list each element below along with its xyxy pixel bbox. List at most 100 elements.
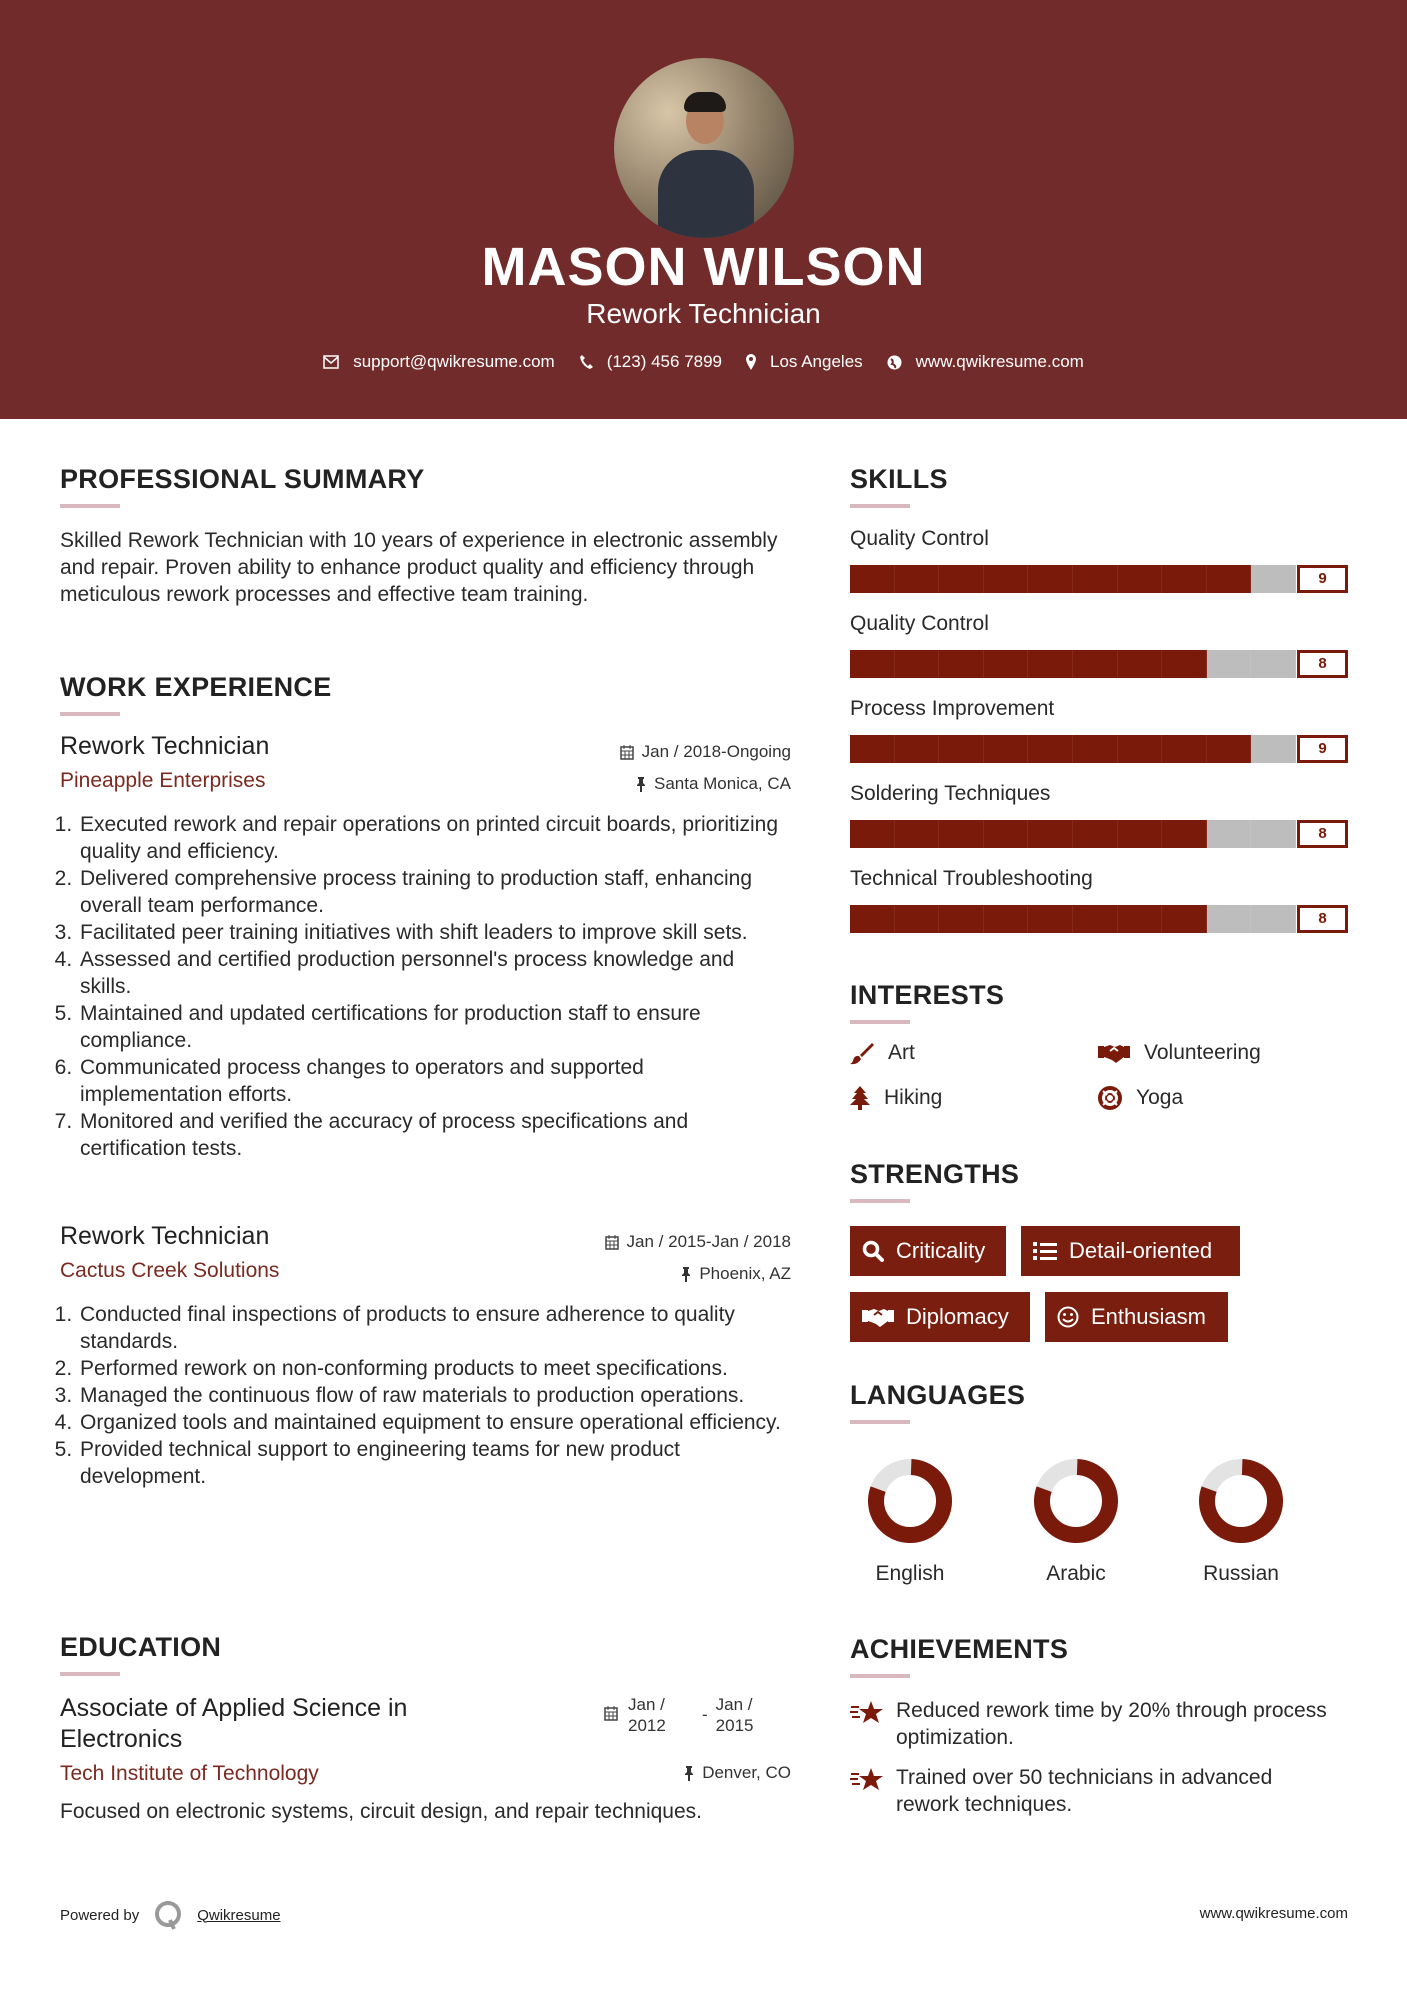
company-name: Pineapple Enterprises [60, 769, 266, 792]
skill-bar-filled-segment [1072, 735, 1118, 763]
skill-label: Soldering Techniques [850, 782, 1051, 805]
strength-criticality: Criticality [850, 1226, 1006, 1276]
skill-label: Quality Control [850, 612, 989, 635]
skill-bar-filled-segment [1162, 905, 1207, 933]
heading-underline [60, 712, 120, 716]
qwikresume-logo-icon [155, 1901, 182, 1930]
skill-bar-filled-segment [894, 650, 940, 678]
list-icon [1033, 1242, 1057, 1260]
star-award-icon [850, 1701, 883, 1723]
skill-bar-filled-segment [850, 735, 895, 763]
job-location: Santa Monica, CA [636, 774, 791, 794]
skill-bar-filled-segment [894, 565, 940, 593]
achievement-item: Reduced rework time by 20% through proce… [850, 1697, 1330, 1751]
education-heading: EDUCATION [60, 1632, 222, 1662]
list-item: Maintained and updated certifications fo… [78, 1000, 791, 1054]
paintbrush-icon [850, 1043, 874, 1065]
job-title: Rework Technician [60, 1222, 270, 1250]
skill-level-value: 9 [1297, 735, 1348, 763]
list-item: Organized tools and maintained equipment… [78, 1409, 791, 1436]
skill-bar-filled-segment [850, 650, 895, 678]
skill-bar-filled-segment [1162, 735, 1207, 763]
skill-bar-filled-segment [850, 565, 895, 593]
education-end: Jan / 2015 [715, 1695, 754, 1735]
skill-bar-filled-segment [1117, 820, 1163, 848]
pushpin-icon [682, 1266, 691, 1282]
education-location: Denver, CO [600, 1763, 791, 1783]
skill-bar [850, 905, 1296, 933]
skill-bar-filled-segment [1162, 650, 1207, 678]
job-entry: Rework Technician Jan / 2018-Ongoing Pin… [60, 732, 791, 1162]
skill-bar-filled-segment [983, 905, 1029, 933]
list-item: Communicated process changes to operator… [78, 1054, 791, 1108]
summary-heading: PROFESSIONAL SUMMARY [60, 464, 425, 494]
skill-bar-empty-segment [1206, 820, 1252, 848]
footer-website[interactable]: www.qwikresume.com [1199, 1905, 1348, 1922]
list-item: Executed rework and repair operations on… [78, 811, 791, 865]
skill-bar-filled-segment [894, 905, 940, 933]
calendar-icon [604, 1706, 618, 1721]
list-item: Assessed and certified production person… [78, 946, 791, 1000]
heading-underline [850, 1420, 910, 1424]
skill-bar-filled-segment [1072, 650, 1118, 678]
skill-bar-filled-segment [983, 820, 1029, 848]
envelope-icon [323, 355, 339, 369]
list-item: Conducted final inspections of products … [78, 1301, 791, 1355]
pushpin-icon [685, 1765, 694, 1781]
skill-level-value: 8 [1297, 650, 1348, 678]
skill-bar-empty-segment [1251, 735, 1296, 763]
calendar-icon [604, 1234, 619, 1250]
interest-hiking: Hiking [850, 1086, 942, 1110]
heading-underline [850, 504, 910, 508]
tree-icon [850, 1086, 870, 1110]
skill-bar-filled-segment [983, 735, 1029, 763]
strengths-heading: STRENGTHS [850, 1159, 1020, 1189]
interest-volunteering: Volunteering [1098, 1041, 1261, 1065]
list-item: Provided technical support to engineerin… [78, 1436, 791, 1490]
skill-label: Process Improvement [850, 697, 1055, 720]
qwikresume-link[interactable]: Qwikresume [197, 1906, 281, 1924]
skill-bar-empty-segment [1251, 650, 1296, 678]
contact-phone[interactable]: (123) 456 7899 [606, 352, 723, 371]
skill-bar-filled-segment [939, 820, 984, 848]
skill-level-value: 8 [1297, 820, 1348, 848]
handshake-icon [1098, 1045, 1130, 1063]
candidate-name: MASON WILSON [481, 237, 926, 297]
skill-bar-filled-segment [894, 735, 940, 763]
skill-bar-filled-segment [1162, 820, 1207, 848]
heading-underline [850, 1674, 910, 1678]
skill-bar-empty-segment [1206, 905, 1252, 933]
skill-bar-filled-segment [1162, 565, 1207, 593]
list-item: Performed rework on non-conforming produ… [78, 1355, 791, 1382]
calendar-icon [619, 744, 634, 760]
strength-diplomacy: Diplomacy [850, 1292, 1030, 1342]
strength-detail-oriented: Detail-oriented [1021, 1226, 1240, 1276]
achievements-heading: ACHIEVEMENTS [850, 1634, 1069, 1664]
heading-underline [850, 1199, 910, 1203]
school-name: Tech Institute of Technology [60, 1762, 319, 1785]
summary-text: Skilled Rework Technician with 10 years … [60, 529, 778, 606]
job-entry: Rework Technician Jan / 2015-Jan / 2018 … [60, 1222, 791, 1490]
skill-bar-filled-segment [1028, 820, 1073, 848]
skill-bar [850, 735, 1296, 763]
list-item: Managed the continuous flow of raw mater… [78, 1382, 791, 1409]
education-start: Jan / 2012 [628, 1695, 666, 1735]
smile-icon [1057, 1306, 1079, 1328]
map-marker-icon [746, 354, 757, 370]
education-dates: Jan / 2012 - Jan / 2015 [604, 1694, 768, 1736]
date-separator: - [702, 1705, 708, 1724]
degree-title: Associate of Applied Science in Electron… [60, 1694, 408, 1753]
heading-underline [60, 1672, 120, 1676]
contact-website[interactable]: www.qwikresume.com [915, 352, 1084, 371]
footer-brand: Powered by Qwikresume [60, 1900, 281, 1930]
contact-email[interactable]: support@qwikresume.com [353, 352, 555, 371]
list-item: Monitored and verified the accuracy of p… [78, 1108, 791, 1162]
profile-photo [614, 58, 794, 238]
job-location: Phoenix, AZ [681, 1264, 791, 1284]
skill-bar [850, 565, 1296, 593]
skill-level-value: 8 [1297, 905, 1348, 933]
skill-bar-filled-segment [939, 565, 984, 593]
skill-bar-filled-segment [850, 905, 895, 933]
interests-heading: INTERESTS [850, 980, 1005, 1010]
language-donut [1199, 1459, 1283, 1543]
